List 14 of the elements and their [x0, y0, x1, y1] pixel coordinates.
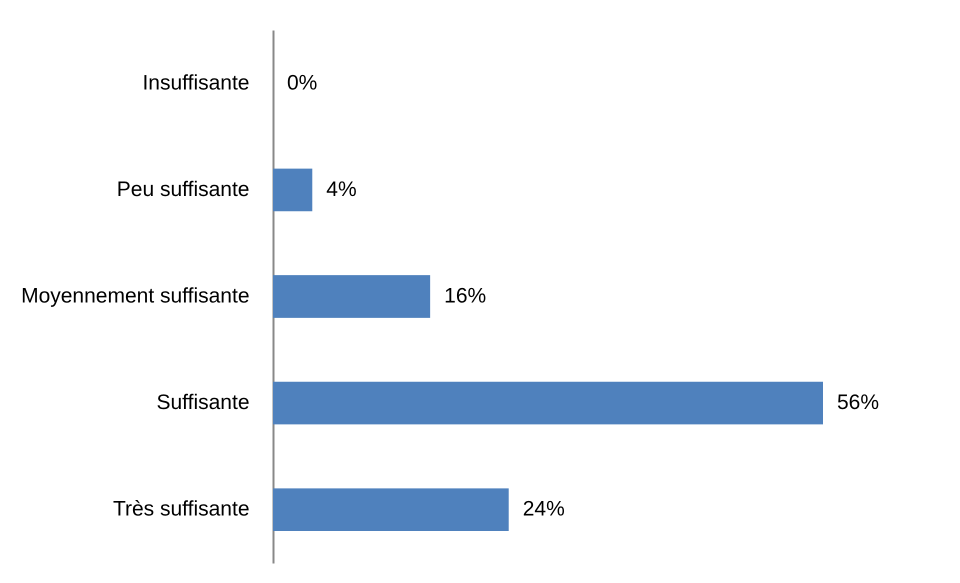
bar — [273, 382, 823, 424]
y-tick-label: Suffisante — [156, 391, 250, 414]
bar — [273, 168, 312, 212]
y-tick-label: Peu suffisante — [116, 178, 250, 201]
data-label: 56% — [837, 391, 880, 414]
bar — [273, 488, 509, 532]
y-tick-label: Insuffisante — [142, 71, 250, 94]
y-tick-label: Très suffisante — [112, 498, 250, 521]
data-label: 4% — [326, 178, 357, 201]
data-label: 16% — [444, 284, 486, 308]
bar — [273, 275, 430, 318]
data-label: 0% — [287, 71, 318, 94]
y-tick-label: Moyennement suffisante — [21, 284, 250, 308]
data-label: 24% — [522, 498, 565, 521]
